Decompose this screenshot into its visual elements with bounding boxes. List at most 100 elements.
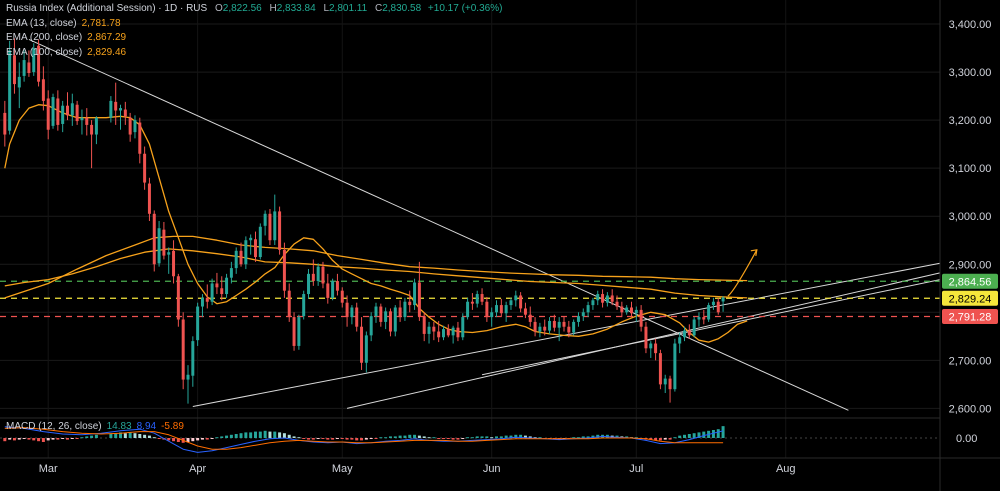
macd-hist-bar-109 (538, 437, 542, 439)
macd-hist-bar-141 (692, 433, 696, 438)
macd-hist-bar-145 (711, 430, 715, 438)
candle-body-63 (316, 266, 320, 282)
macd-line-value: 8.94 (136, 421, 157, 432)
macd-hist-bar-69 (345, 438, 349, 440)
macd-hist-bar-96 (475, 436, 479, 438)
candle-body-82 (408, 301, 412, 306)
high-value: 2,833.84 (276, 3, 316, 14)
grid-lines (0, 0, 940, 458)
macd-hist-bar-1 (8, 438, 12, 440)
low-value: 2,801.11 (329, 3, 368, 14)
trendline-1 (192, 262, 941, 407)
candle-body-74 (369, 316, 373, 336)
macd-hist-bar-107 (528, 436, 532, 438)
candle-body-60 (302, 294, 306, 317)
macd-legend[interactable]: MACD (12, 26, close) 14.83 8.94 -5.89 (6, 421, 184, 432)
candle-body-18 (90, 124, 94, 135)
ema100-row[interactable]: EMA (100, close) 2,829.46 (6, 46, 502, 61)
candle-body-46 (234, 250, 238, 269)
ema13-row[interactable]: EMA (13, close) 2,781.78 (6, 17, 502, 32)
candle-body-32 (167, 252, 171, 255)
macd-signal-value: -5.89 (161, 421, 184, 432)
ema100-label: EMA (100, close) (6, 46, 83, 58)
candle-body-71 (355, 307, 359, 327)
macd-hist-bar-73 (364, 438, 368, 440)
candle-body-85 (422, 316, 426, 334)
price-tick-label: 2,700.00 (949, 355, 992, 367)
time-axis[interactable]: Mar Apr May Jun Jul Aug (0, 457, 1000, 475)
macd-hist-bar-40 (205, 438, 209, 440)
macd-hist-bar-4 (22, 438, 26, 439)
candle-body-10 (51, 97, 55, 126)
macd-hist-bar-24 (128, 432, 132, 438)
symbol-title[interactable]: Russia Index (Additional Session) · 1D ·… (6, 3, 208, 14)
macd-hist-bar-49 (249, 432, 253, 438)
candle-body-38 (196, 306, 200, 341)
macd-hist-bar-22 (119, 432, 123, 438)
candle-body-143 (702, 317, 706, 320)
macd-hist-bar-99 (490, 437, 494, 439)
candle-body-87 (432, 326, 436, 332)
macd-hist-bar-147 (721, 426, 725, 438)
candle-body-30 (157, 228, 161, 264)
candle-body-53 (268, 213, 272, 241)
macd-hist-bar-102 (504, 435, 508, 438)
macd-hist-bar-83 (413, 434, 417, 438)
candle-body-73 (364, 335, 368, 363)
candle-body-109 (538, 326, 542, 332)
macd-hist-bar-27 (143, 434, 147, 438)
macd-hist-bar-133 (654, 438, 658, 441)
macd-hist-bar-64 (321, 438, 325, 439)
macd-hist-bar-94 (466, 437, 470, 439)
macd-hist-bar-43 (220, 436, 224, 438)
candle-body-13 (65, 105, 69, 116)
macd-hist-bar-135 (663, 438, 667, 440)
candle-body-118 (581, 312, 585, 317)
macd-hist-bar-10 (51, 438, 55, 440)
macd-hist-bar-138 (678, 435, 682, 438)
macd-hist-bar-143 (702, 431, 706, 438)
candle-body-15 (75, 104, 79, 122)
macd-hist-bar-142 (697, 432, 701, 438)
ema200-row[interactable]: EMA (200, close) 2,867.29 (6, 31, 502, 46)
candle-body-0 (3, 112, 7, 135)
candle-body-78 (388, 311, 392, 332)
open-value: 2,822.56 (222, 3, 262, 14)
candlesticks (3, 38, 725, 404)
macd-hist-bar-47 (239, 433, 243, 438)
macd-hist-bar-81 (403, 435, 407, 438)
candle-body-123 (605, 295, 609, 303)
candle-body-21 (114, 101, 118, 111)
macd-label: MACD (12, 26, close) (6, 421, 102, 432)
candle-body-113 (557, 321, 561, 328)
candle-body-124 (610, 295, 614, 302)
candle-body-112 (552, 320, 556, 328)
macd-hist-bar-74 (369, 438, 373, 439)
change-value: +10.17 (+0.36%) (427, 3, 503, 14)
macd-hist-bar-12 (61, 438, 65, 439)
symbol-row: Russia Index (Additional Session) · 1D ·… (6, 2, 502, 17)
macd-hist-bar-48 (244, 432, 248, 438)
macd-hist-bar-95 (470, 437, 474, 439)
candle-body-1 (8, 50, 12, 131)
macd-hist-bar-67 (335, 438, 339, 439)
macd-hist-bar-87 (432, 437, 436, 439)
macd-hist-bar-38 (196, 438, 200, 441)
candle-body-92 (456, 327, 460, 338)
candle-body-145 (711, 301, 715, 306)
macd-hist-bar-120 (591, 435, 595, 438)
candle-body-76 (379, 306, 383, 322)
candle-body-41 (210, 283, 214, 302)
time-tick-label: Apr (189, 463, 206, 475)
candle-body-83 (413, 282, 417, 306)
time-tick-label: Mar (39, 463, 58, 475)
price-tick-label: 3,000.00 (949, 211, 992, 223)
macd-hist-bar-17 (85, 436, 89, 438)
macd-hist-bar-36 (186, 438, 190, 442)
candle-body-101 (499, 305, 503, 314)
macd-hist-bar-91 (451, 438, 455, 440)
macd-hist-bar-79 (393, 436, 397, 438)
price-axis[interactable]: 3,400.00 3,300.00 3,200.00 3,100.00 3,000.00… (939, 0, 998, 491)
